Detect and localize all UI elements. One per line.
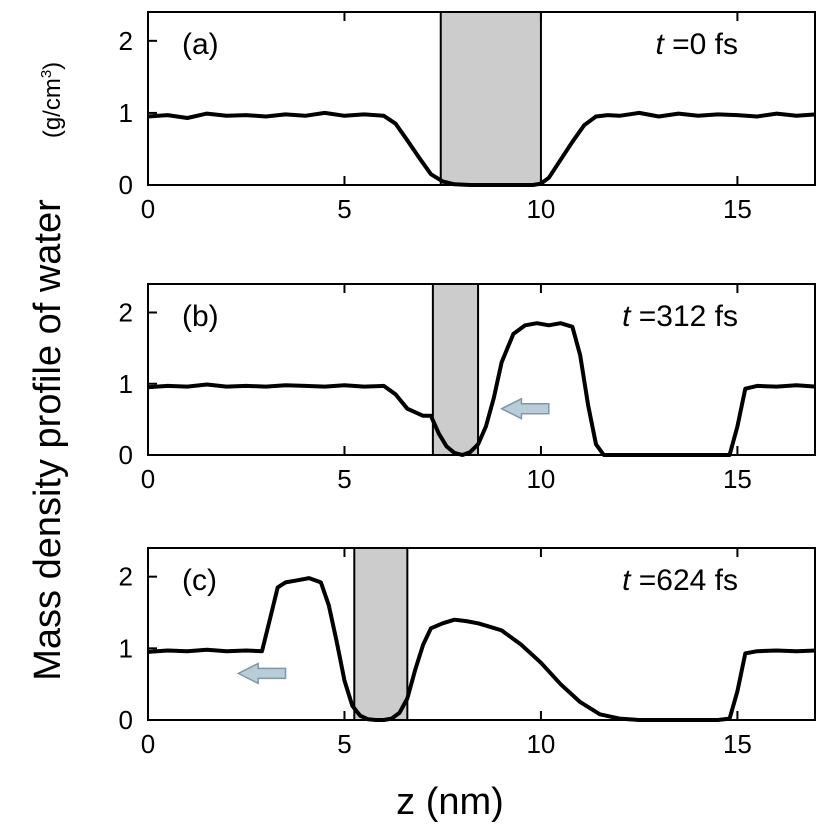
slab-region: [439, 11, 542, 186]
time-label: t =0 fs: [655, 28, 738, 61]
x-tick-label: 0: [141, 194, 155, 224]
panel-b: 0 5 10 15 0 1 2 (b) t =312 fs: [119, 283, 816, 494]
y-tick-label: 0: [119, 440, 133, 470]
y-axis-title: Mass density profile of water: [27, 199, 69, 681]
x-tick-label: 15: [723, 194, 752, 224]
time-label: t =312 fs: [622, 300, 738, 333]
axes-frame: [147, 11, 816, 186]
x-tick-label: 15: [723, 729, 752, 759]
motion-arrow-icon: [236, 662, 287, 685]
time-value: =624 fs: [630, 564, 738, 597]
x-tick-label: 0: [141, 464, 155, 494]
x-tick-label: 5: [337, 464, 351, 494]
y-tick-label: 2: [119, 562, 133, 592]
x-tick-label: 10: [526, 729, 555, 759]
time-value: =0 fs: [664, 28, 738, 61]
x-tick-label: 0: [141, 729, 155, 759]
panel-c: 0 5 10 15 0 1 2 (c) t =624 fs: [119, 547, 816, 759]
density-line: [147, 576, 816, 722]
y-tick-label: 2: [119, 298, 133, 328]
x-tick-label: 10: [526, 194, 555, 224]
y-tick-label: 0: [119, 170, 133, 200]
slab-region: [431, 283, 480, 456]
panel-label: (c): [182, 564, 217, 597]
y-tick-label: 1: [119, 633, 133, 663]
time-symbol: t: [622, 564, 632, 597]
x-tick-label: 5: [337, 729, 351, 759]
y-tick-label: 2: [119, 26, 133, 56]
y-tick-label: 1: [119, 98, 133, 128]
axes-frame: [147, 283, 816, 456]
time-label: t =624 fs: [622, 564, 738, 597]
axes-frame: [147, 547, 816, 721]
y-axis-unit-sup: 3: [38, 70, 55, 78]
slab-region: [353, 547, 409, 721]
x-tick-label: 10: [526, 464, 555, 494]
y-axis-unit-close: ): [39, 62, 66, 70]
y-tick-label: 1: [119, 369, 133, 399]
density-line: [147, 321, 816, 457]
motion-arrow-icon: [499, 397, 550, 420]
y-axis-unit-open: (g/cm: [39, 78, 66, 138]
y-axis-unit: (g/cm3): [38, 62, 66, 138]
x-tick-label: 15: [723, 464, 752, 494]
y-tick-label: 0: [119, 705, 133, 735]
panel-label: (a): [182, 28, 219, 61]
time-symbol: t: [655, 28, 665, 61]
panel-label: (b): [182, 300, 219, 333]
x-tick-label: 5: [337, 194, 351, 224]
time-value: =312 fs: [630, 300, 738, 333]
panel-a: 0 5 10 15 0 1 2 (a) t =0 fs: [119, 11, 816, 224]
time-symbol: t: [622, 300, 632, 333]
y-axis-title-main: Mass density profile of water: [27, 199, 69, 681]
x-axis-title: z (nm): [396, 781, 504, 823]
